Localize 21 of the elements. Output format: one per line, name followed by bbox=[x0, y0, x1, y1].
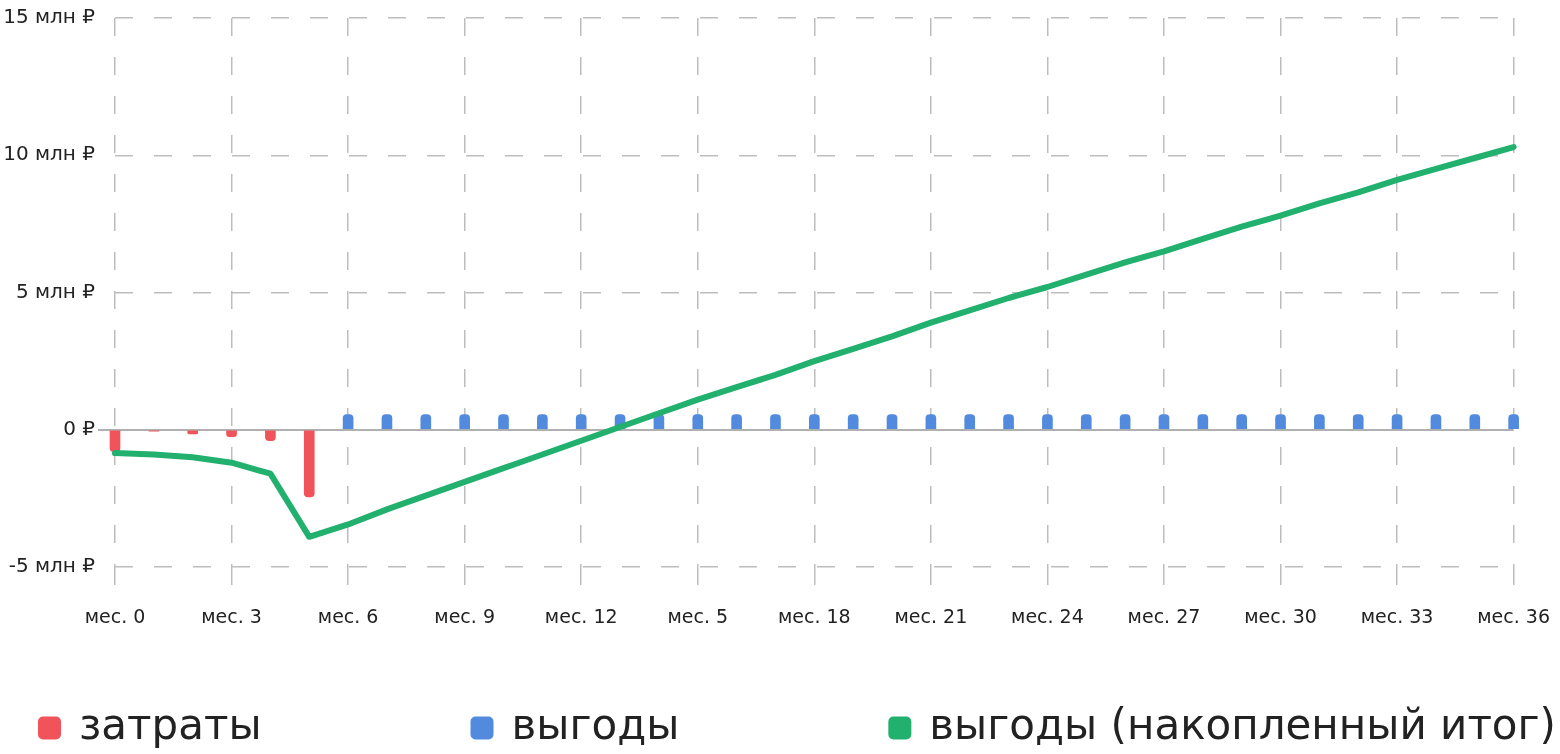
x-tick-label: мес. 5 bbox=[667, 605, 729, 628]
x-tick-label: мес. 18 bbox=[777, 605, 851, 628]
x-tick-label: мес. 12 bbox=[544, 605, 618, 628]
x-tick-label: мес. 36 bbox=[1477, 605, 1550, 628]
y-tick-label: -5 млн ₽ bbox=[8, 553, 96, 578]
y-tick-label: 15 млн ₽ bbox=[3, 4, 96, 29]
y-tick-label: 0 ₽ bbox=[63, 415, 96, 440]
x-tick-label: мес. 0 bbox=[84, 605, 146, 628]
x-tick-label: мес. 9 bbox=[434, 605, 495, 628]
legend-label: выгоды (накопленный итог) bbox=[929, 699, 1557, 749]
legend-label: затраты bbox=[79, 699, 262, 749]
y-tick-label: 5 млн ₽ bbox=[15, 278, 96, 303]
x-tick-label: мес. 33 bbox=[1360, 605, 1434, 628]
x-tick-label: мес. 21 bbox=[894, 605, 968, 628]
x-tick-label: мес. 24 bbox=[1011, 605, 1084, 628]
x-tick-label: мес. 27 bbox=[1127, 605, 1201, 628]
x-tick-label: мес. 3 bbox=[201, 605, 262, 628]
x-tick-label: мес. 6 bbox=[317, 605, 379, 628]
legend-label: выгоды bbox=[511, 699, 680, 749]
y-tick-label: 10 млн ₽ bbox=[3, 141, 96, 166]
x-tick-label: мес. 30 bbox=[1244, 605, 1317, 628]
